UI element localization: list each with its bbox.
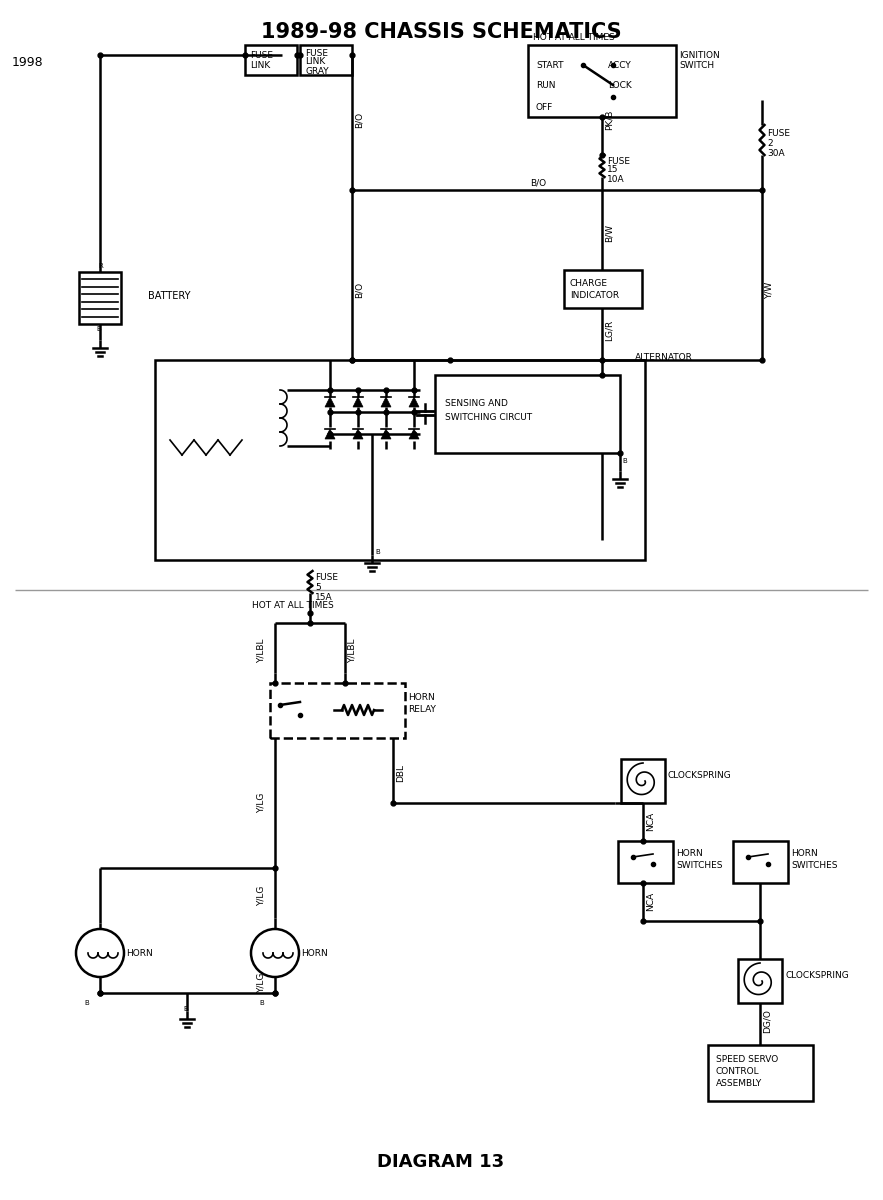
Text: DBL: DBL xyxy=(396,764,405,782)
Text: HORN: HORN xyxy=(126,948,153,958)
Text: ALTERNATOR: ALTERNATOR xyxy=(635,353,693,361)
Text: FUSE: FUSE xyxy=(305,48,328,58)
Bar xyxy=(528,44,676,116)
Text: Y/LBL: Y/LBL xyxy=(257,638,266,664)
Text: FUSE: FUSE xyxy=(250,50,273,60)
Polygon shape xyxy=(353,397,363,407)
Text: GRAY: GRAY xyxy=(305,66,328,76)
Text: SWITCHES: SWITCHES xyxy=(791,860,837,870)
Text: SWITCH: SWITCH xyxy=(679,60,714,70)
Polygon shape xyxy=(409,397,419,407)
Text: ASSEMBLY: ASSEMBLY xyxy=(716,1079,762,1087)
Bar xyxy=(300,44,352,74)
Text: DG/O: DG/O xyxy=(763,1009,772,1033)
Text: DIAGRAM 13: DIAGRAM 13 xyxy=(377,1153,504,1171)
Bar xyxy=(435,374,620,452)
Text: SWITCHING CIRCUT: SWITCHING CIRCUT xyxy=(445,413,532,421)
Text: B/W: B/W xyxy=(605,224,614,242)
Bar xyxy=(155,360,645,560)
Bar xyxy=(245,44,297,74)
Text: B: B xyxy=(84,1000,89,1006)
Polygon shape xyxy=(381,397,391,407)
Text: 30A: 30A xyxy=(767,149,785,157)
Polygon shape xyxy=(325,428,335,439)
Text: CONTROL: CONTROL xyxy=(716,1067,759,1075)
Text: 10A: 10A xyxy=(607,174,624,184)
Text: NCA: NCA xyxy=(646,892,655,911)
Text: SWITCHES: SWITCHES xyxy=(676,860,722,870)
Text: HOT AT ALL TIMES: HOT AT ALL TIMES xyxy=(533,34,615,42)
Text: Y/LG: Y/LG xyxy=(257,886,266,906)
Text: CHARGE: CHARGE xyxy=(570,280,608,288)
Bar xyxy=(733,841,788,883)
Text: CLOCKSPRING: CLOCKSPRING xyxy=(785,972,849,980)
Bar xyxy=(618,841,673,883)
Text: LOCK: LOCK xyxy=(608,80,631,90)
Text: LG/R: LG/R xyxy=(605,319,614,341)
Text: Y/LBL: Y/LBL xyxy=(348,638,357,664)
Text: SPEED SERVO: SPEED SERVO xyxy=(716,1055,778,1063)
Text: HORN: HORN xyxy=(676,848,703,858)
Text: 15: 15 xyxy=(607,166,618,174)
Text: B: B xyxy=(96,326,101,332)
Text: HORN: HORN xyxy=(791,848,818,858)
Text: RELAY: RELAY xyxy=(408,706,436,714)
Text: 5: 5 xyxy=(315,583,321,593)
Text: FUSE: FUSE xyxy=(315,574,338,582)
Text: CLOCKSPRING: CLOCKSPRING xyxy=(668,772,732,780)
Text: HORN: HORN xyxy=(408,694,434,702)
Polygon shape xyxy=(353,428,363,439)
Text: 15A: 15A xyxy=(315,594,333,602)
Polygon shape xyxy=(325,397,335,407)
Text: START: START xyxy=(536,60,563,70)
Text: SENSING AND: SENSING AND xyxy=(445,398,508,408)
Text: ACCY: ACCY xyxy=(608,60,631,70)
Bar xyxy=(79,272,121,324)
Bar xyxy=(564,270,642,308)
Text: B: B xyxy=(183,1006,188,1012)
Text: HOT AT ALL TIMES: HOT AT ALL TIMES xyxy=(252,600,334,610)
Text: NCA: NCA xyxy=(646,811,655,830)
Bar xyxy=(708,1045,813,1102)
Text: B: B xyxy=(259,1000,264,1006)
Text: 1989-98 CHASSIS SCHEMATICS: 1989-98 CHASSIS SCHEMATICS xyxy=(260,22,622,42)
Text: B: B xyxy=(375,550,380,554)
Bar xyxy=(621,758,665,803)
Polygon shape xyxy=(381,428,391,439)
Text: B/O: B/O xyxy=(355,282,364,298)
Text: OFF: OFF xyxy=(536,102,554,112)
Bar xyxy=(738,959,782,1003)
Bar xyxy=(270,683,405,738)
Text: INDICATOR: INDICATOR xyxy=(570,292,619,300)
Text: IGNITION: IGNITION xyxy=(679,50,720,60)
Polygon shape xyxy=(409,428,419,439)
Text: B/O: B/O xyxy=(530,179,546,187)
Text: LINK: LINK xyxy=(250,60,270,70)
Text: FUSE: FUSE xyxy=(767,128,790,138)
Text: HORN: HORN xyxy=(301,948,328,958)
Text: FUSE: FUSE xyxy=(607,156,630,166)
Text: 2: 2 xyxy=(767,138,773,148)
Text: B/O: B/O xyxy=(355,112,364,128)
Text: LINK: LINK xyxy=(305,58,325,66)
Text: Y/W: Y/W xyxy=(765,281,774,299)
Text: 1998: 1998 xyxy=(12,55,43,68)
Text: R: R xyxy=(98,263,102,269)
Text: B: B xyxy=(622,458,627,464)
Text: Y/LG: Y/LG xyxy=(257,793,266,814)
Text: BATTERY: BATTERY xyxy=(148,290,191,301)
Text: PK/B: PK/B xyxy=(605,110,614,130)
Text: Y/LG: Y/LG xyxy=(257,973,266,994)
Text: RUN: RUN xyxy=(536,80,555,90)
